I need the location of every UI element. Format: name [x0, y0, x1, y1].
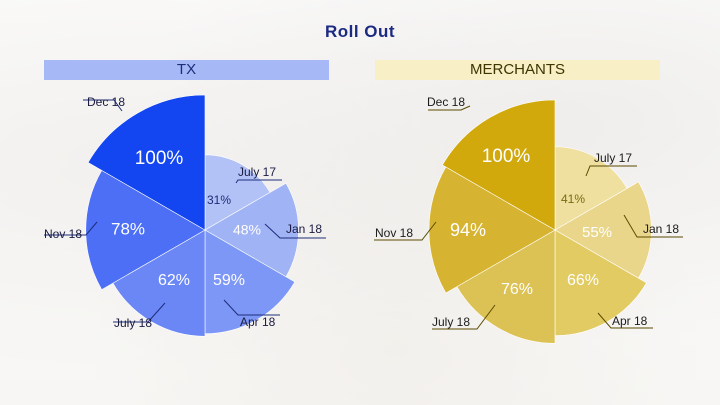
- chart-0-slice-1: [204, 182, 299, 278]
- chart-0-callout-line-0: [235, 179, 282, 184]
- chart-0-value-label-0: 31%: [207, 193, 231, 207]
- chart-1-category-label-3: July 18: [432, 315, 470, 329]
- chart-0-value-label-5: 100%: [135, 148, 184, 169]
- chart-0-value-label-1: 48%: [233, 222, 261, 238]
- chart-1-category-label-1: Jan 18: [643, 222, 679, 236]
- chart-1-callout-line-1: [623, 214, 683, 238]
- chart-0-category-label-5: Dec 18: [87, 95, 125, 109]
- page-title: Roll Out: [324, 22, 396, 41]
- chart-1-callout-line-2: [597, 312, 653, 329]
- chart-1-callout-line-4: [374, 221, 437, 241]
- chart-0-category-label-3: July 18: [114, 316, 152, 330]
- chart-1-category-label-4: Nov 18: [375, 226, 413, 240]
- chart-0-category-label-0: July 17: [238, 165, 276, 179]
- merchants-chart-header: MERCHANTS: [375, 60, 660, 80]
- chart-1-callout-line-5: [428, 105, 471, 111]
- chart-0-callout-line-4: [44, 221, 98, 236]
- chart-0-slice-3: [112, 229, 206, 337]
- chart-1-value-label-5: 100%: [482, 146, 531, 167]
- chart-0-callout-line-5: [83, 99, 123, 112]
- chart-1-slice-2: [554, 229, 647, 336]
- chart-1-category-label-5: Dec 18: [427, 95, 465, 109]
- chart-0-value-label-4: 78%: [111, 219, 145, 238]
- chart-0-category-label-4: Nov 18: [44, 227, 82, 241]
- chart-1-category-label-2: Apr 18: [612, 314, 648, 328]
- chart-1-slice-0: [554, 146, 628, 231]
- chart-1-callout-line-0: [585, 165, 637, 177]
- chart-0-value-label-2: 59%: [213, 272, 245, 289]
- chart-1-slice-5: [442, 99, 556, 231]
- chart-1-slice-3: [456, 229, 556, 344]
- chart-0-callout-line-2: [223, 299, 280, 316]
- chart-1-value-label-3: 76%: [501, 281, 533, 298]
- chart-1-value-label-2: 66%: [567, 272, 599, 289]
- chart-0-slice-2: [204, 229, 296, 335]
- chart-1-category-label-0: July 17: [594, 151, 632, 165]
- chart-0-slice-5: [87, 94, 206, 231]
- chart-1-value-label-0: 41%: [561, 192, 585, 206]
- chart-1-value-label-4: 94%: [450, 220, 486, 240]
- chart-0-slice-4: [85, 169, 206, 291]
- chart-1-value-label-1: 55%: [582, 224, 612, 241]
- chart-0-group: 31% 48% 59% 62% 78% 100% July 17 Jan 18 Apr 18 Ju…: [44, 94, 326, 337]
- chart-0-category-label-1: Jan 18: [286, 222, 322, 236]
- chart-0-callout-line-1: [264, 223, 326, 239]
- chart-0-slice-0: [204, 154, 271, 231]
- tx-chart-header: TX: [44, 60, 329, 80]
- chart-0-category-label-2: Apr 18: [240, 315, 276, 329]
- chart-1-callout-line-3: [432, 304, 496, 330]
- chart-1-slice-4: [428, 166, 556, 294]
- chart-1-group: 41% 55% 66% 76% 94% 100% July 17 Jan 18 Apr 18 Ju…: [374, 95, 683, 344]
- chart-0-value-label-3: 62%: [158, 272, 190, 289]
- chart-0-callout-line-3: [113, 302, 166, 323]
- chart-1-slice-1: [554, 181, 652, 279]
